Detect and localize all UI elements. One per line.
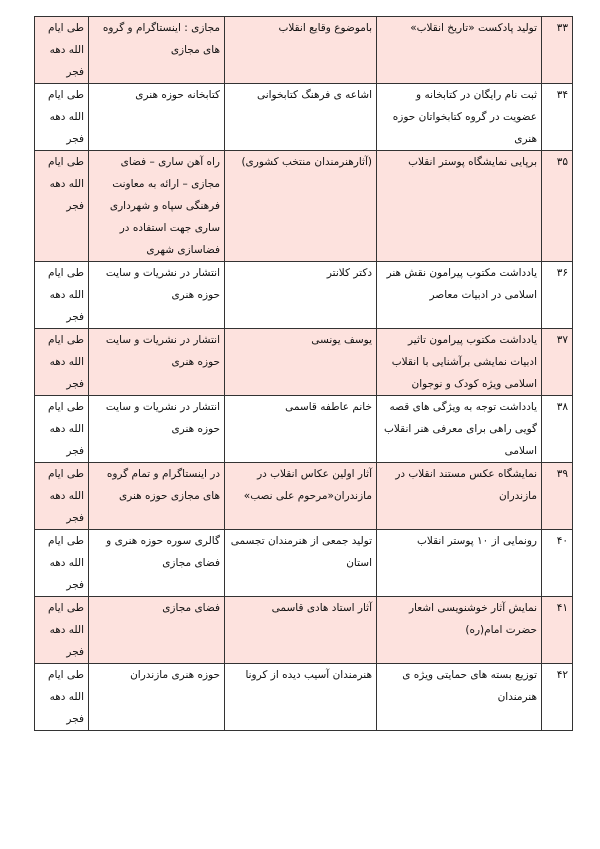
table-row: ۳۵ برپایی نمایشگاه پوستر انقلاب (آثارهنرمن… bbox=[34, 150, 573, 262]
row-number: ۳۹ bbox=[541, 462, 573, 530]
table-row: ۳۶ یادداشت مکتوب پیرامون نقش هنر اسلامی د… bbox=[34, 261, 573, 329]
program-venue: حوزه هنری مازندران bbox=[88, 663, 225, 731]
row-number: ۳۸ bbox=[541, 395, 573, 463]
program-time: طی ایام الله دهه فجر bbox=[34, 150, 89, 262]
program-time: طی ایام الله دهه فجر bbox=[34, 16, 89, 84]
table-row: ۳۷ یادداشت مکتوب پیرامون تاثیر ادبیات نما… bbox=[34, 328, 573, 396]
row-number: ۳۳ bbox=[541, 16, 573, 84]
program-time: طی ایام الله دهه فجر bbox=[34, 261, 89, 329]
program-title: تولید پادکست «تاریخ انقلاب» bbox=[376, 16, 542, 84]
program-title: یادداشت مکتوب پیرامون نقش هنر اسلامی در … bbox=[376, 261, 542, 329]
row-number: ۴۲ bbox=[541, 663, 573, 731]
table-body: ۳۳ تولید پادکست «تاریخ انقلاب» باموضوع وقا… bbox=[34, 16, 573, 731]
program-description: باموضوع وقایع انقلاب bbox=[224, 16, 377, 84]
program-venue: راه آهن ساری – فضای مجازی – ارائه به معا… bbox=[88, 150, 225, 262]
program-time: طی ایام الله دهه فجر bbox=[34, 462, 89, 530]
row-number: ۴۰ bbox=[541, 529, 573, 597]
program-description: دکتر کلانتر bbox=[224, 261, 377, 329]
program-title: رونمایی از ۱۰ پوستر انقلاب bbox=[376, 529, 542, 597]
program-venue: مجازی : اینستاگرام و گروه های مجازی bbox=[88, 16, 225, 84]
program-time: طی ایام الله دهه فجر bbox=[34, 596, 89, 664]
table-row: ۴۰ رونمایی از ۱۰ پوستر انقلاب تولید جمعی ا… bbox=[34, 529, 573, 597]
table-row: ۳۸ یادداشت توجه به ویژگی های قصه گویی راه… bbox=[34, 395, 573, 463]
program-time: طی ایام الله دهه فجر bbox=[34, 328, 89, 396]
program-venue: انتشار در نشریات و سایت حوزه هنری bbox=[88, 261, 225, 329]
program-venue: انتشار در نشریات و سایت حوزه هنری bbox=[88, 328, 225, 396]
program-time: طی ایام الله دهه فجر bbox=[34, 529, 89, 597]
program-title: یادداشت توجه به ویژگی های قصه گویی راهی … bbox=[376, 395, 542, 463]
program-time: طی ایام الله دهه فجر bbox=[34, 395, 89, 463]
program-table: ۳۳ تولید پادکست «تاریخ انقلاب» باموضوع وقا… bbox=[34, 16, 573, 731]
table-row: ۴۲ توزیع بسته های حمایتی ویژه ی هنرمندان ه… bbox=[34, 663, 573, 731]
row-number: ۳۷ bbox=[541, 328, 573, 396]
program-venue: فضای مجازی bbox=[88, 596, 225, 664]
program-description: تولید جمعی از هنرمندان تجسمی استان bbox=[224, 529, 377, 597]
program-title: یادداشت مکتوب پیرامون تاثیر ادبیات نمایش… bbox=[376, 328, 542, 396]
program-title: برپایی نمایشگاه پوستر انقلاب bbox=[376, 150, 542, 262]
program-venue: در اینستاگرام و تمام گروه های مجازی حوزه… bbox=[88, 462, 225, 530]
row-number: ۴۱ bbox=[541, 596, 573, 664]
table-row: ۳۹ نمایشگاه عکس مستند انقلاب در مازندران آ… bbox=[34, 462, 573, 530]
program-description: (آثارهنرمندان منتخب کشوری) bbox=[224, 150, 377, 262]
program-venue: کتابخانه حوزه هنری bbox=[88, 83, 225, 151]
row-number: ۳۵ bbox=[541, 150, 573, 262]
table-row: ۳۴ ثبت نام رایگان در کتابخانه و عضویت در … bbox=[34, 83, 573, 151]
row-number: ۳۶ bbox=[541, 261, 573, 329]
program-title: توزیع بسته های حمایتی ویژه ی هنرمندان bbox=[376, 663, 542, 731]
program-title: نمایشگاه عکس مستند انقلاب در مازندران bbox=[376, 462, 542, 530]
program-description: یوسف یونسی bbox=[224, 328, 377, 396]
program-description: هنرمندان آسیب دیده از کرونا bbox=[224, 663, 377, 731]
program-time: طی ایام الله دهه فجر bbox=[34, 663, 89, 731]
program-venue: انتشار در نشریات و سایت حوزه هنری bbox=[88, 395, 225, 463]
table-row: ۳۳ تولید پادکست «تاریخ انقلاب» باموضوع وقا… bbox=[34, 16, 573, 84]
program-title: نمایش آثار خوشنویسی اشعار حضرت امام(ره) bbox=[376, 596, 542, 664]
program-description: آثار اولین عکاس انقلاب در مازندران«مرحوم… bbox=[224, 462, 377, 530]
program-description: آثار استاد هادی قاسمی bbox=[224, 596, 377, 664]
row-number: ۳۴ bbox=[541, 83, 573, 151]
program-title: ثبت نام رایگان در کتابخانه و عضویت در گر… bbox=[376, 83, 542, 151]
program-time: طی ایام الله دهه فجر bbox=[34, 83, 89, 151]
program-description: خانم عاطفه قاسمی bbox=[224, 395, 377, 463]
program-description: اشاعه ی فرهنگ کتابخوانی bbox=[224, 83, 377, 151]
table-row: ۴۱ نمایش آثار خوشنویسی اشعار حضرت امام(ره… bbox=[34, 596, 573, 664]
program-venue: گالری سوره حوزه هنری و فضای مجازی bbox=[88, 529, 225, 597]
